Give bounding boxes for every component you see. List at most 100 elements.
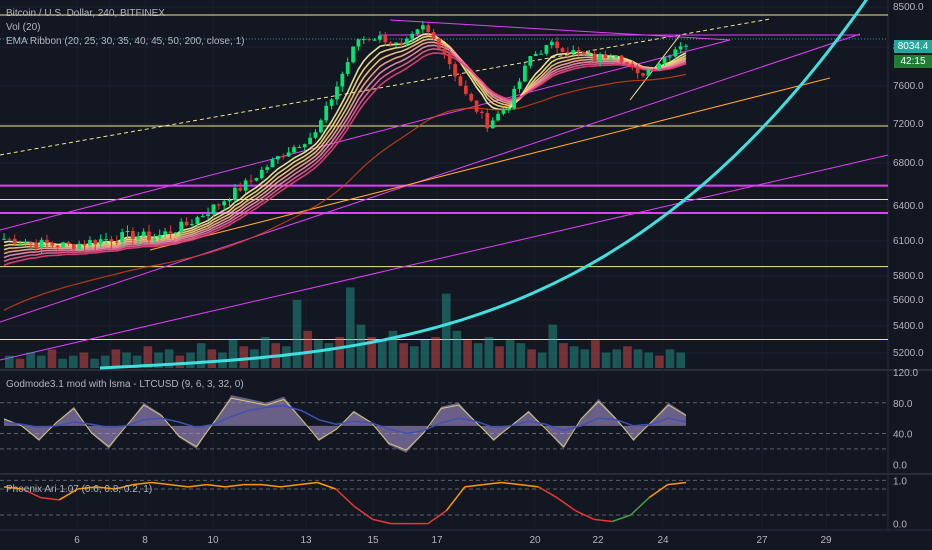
volume-bar [282, 346, 291, 368]
candle-body [587, 53, 592, 55]
candle-body [351, 46, 355, 63]
parabolic-curve-line [99, 0, 869, 370]
price-tick-label: 7200.0 [893, 119, 924, 130]
phoenix-line-segment [427, 510, 447, 525]
volume-bar [68, 355, 78, 368]
phoenix-tick-label: 1.0 [893, 476, 907, 487]
candle-body [582, 51, 586, 54]
ema-ribbon [3, 32, 687, 311]
candle-body [603, 54, 608, 59]
candle-body [549, 41, 554, 46]
volume-bar [569, 346, 579, 368]
symbol-title: Bitcoin / U.S. Dollar, 240, BITFINEX [6, 8, 165, 19]
godmode-legend: Godmode3.1 mod with lsma - LTCUSD (9, 6,… [6, 379, 244, 390]
candle-body [399, 42, 404, 45]
candle-body [238, 187, 243, 191]
volume-bars [5, 287, 685, 368]
wedge-line [389, 19, 731, 41]
volume-bar [601, 352, 611, 368]
candle-body [469, 93, 474, 101]
price-tick-label: 6400.0 [893, 201, 924, 212]
volume-bar [367, 337, 376, 368]
candle-body [114, 241, 119, 243]
candle-body [458, 76, 463, 86]
volume-bar [356, 324, 366, 368]
phoenix-tick-label: 0.0 [893, 520, 907, 531]
volume-bar [324, 343, 334, 368]
time-tick-label: 17 [431, 535, 443, 546]
volume-bar [175, 355, 185, 368]
candle-body [356, 39, 361, 47]
candle-body [463, 85, 468, 94]
volume-bar [186, 352, 195, 368]
candle-body [2, 238, 6, 240]
magenta-trendline [0, 154, 889, 361]
godmode-tick-label: 0.0 [893, 460, 907, 471]
candle-body [506, 108, 511, 111]
candle-body [190, 223, 194, 226]
candle-body [517, 81, 522, 89]
candle-body [625, 62, 629, 64]
candle-body [539, 53, 543, 55]
candle-body [318, 120, 323, 133]
volume-bar [665, 349, 675, 368]
volume-bar [612, 349, 622, 368]
volume-bar [431, 337, 440, 368]
time-tick-label: 6 [74, 535, 80, 546]
candle-body [292, 147, 296, 153]
volume-bar [15, 358, 25, 368]
candle-body [431, 31, 436, 39]
volume-bar [623, 346, 632, 368]
candle-body [480, 111, 484, 113]
candles [2, 21, 688, 255]
volume-bar [346, 287, 355, 368]
candle-body [308, 137, 312, 145]
last-price-tag: 8034.4 [894, 40, 932, 53]
phoenix-line-segment [3, 486, 23, 490]
candle-body [345, 62, 350, 74]
volume-bar [548, 324, 558, 368]
volume-bar [676, 352, 685, 368]
volume-bar [111, 349, 121, 368]
phoenix-line-segment [261, 483, 281, 488]
candle-body [195, 217, 200, 224]
candle-body [619, 55, 624, 63]
godmode-tick-label: 120.0 [893, 368, 918, 379]
phoenix-line-segment [556, 497, 576, 512]
phoenix-line-segment [40, 496, 60, 501]
candle-body [28, 242, 33, 244]
volume-bar [644, 352, 654, 368]
candle-body [442, 48, 447, 54]
phoenix-line-segment [445, 486, 466, 512]
candle-body [98, 239, 103, 245]
volume-bar [505, 340, 515, 368]
candle-body [340, 73, 345, 87]
candle-body [447, 53, 452, 65]
candle-body [560, 48, 565, 53]
candle-body [34, 242, 39, 248]
volume-bar [452, 330, 462, 368]
candle-body [77, 243, 82, 250]
candle-body [104, 239, 108, 241]
volume-bar [260, 337, 270, 368]
candle-body [265, 167, 269, 170]
volume-bar [441, 293, 451, 368]
candle-body [657, 63, 662, 70]
volume-bar [559, 343, 568, 368]
phoenix-line-segment [464, 483, 484, 488]
godmode-pane [0, 395, 888, 453]
phoenix-line-segment [22, 488, 42, 499]
volume-bar [484, 337, 494, 368]
candle-body [565, 52, 570, 54]
candle-body [576, 50, 581, 52]
volume-bar [90, 358, 99, 368]
candle-body [383, 35, 388, 43]
time-tick-label: 20 [529, 535, 541, 546]
candle-body [598, 54, 602, 62]
volume-bar [196, 343, 206, 368]
volume-bar [314, 340, 323, 368]
candle-body [641, 73, 645, 76]
candle-body [372, 39, 377, 41]
volume-bar [399, 343, 408, 368]
